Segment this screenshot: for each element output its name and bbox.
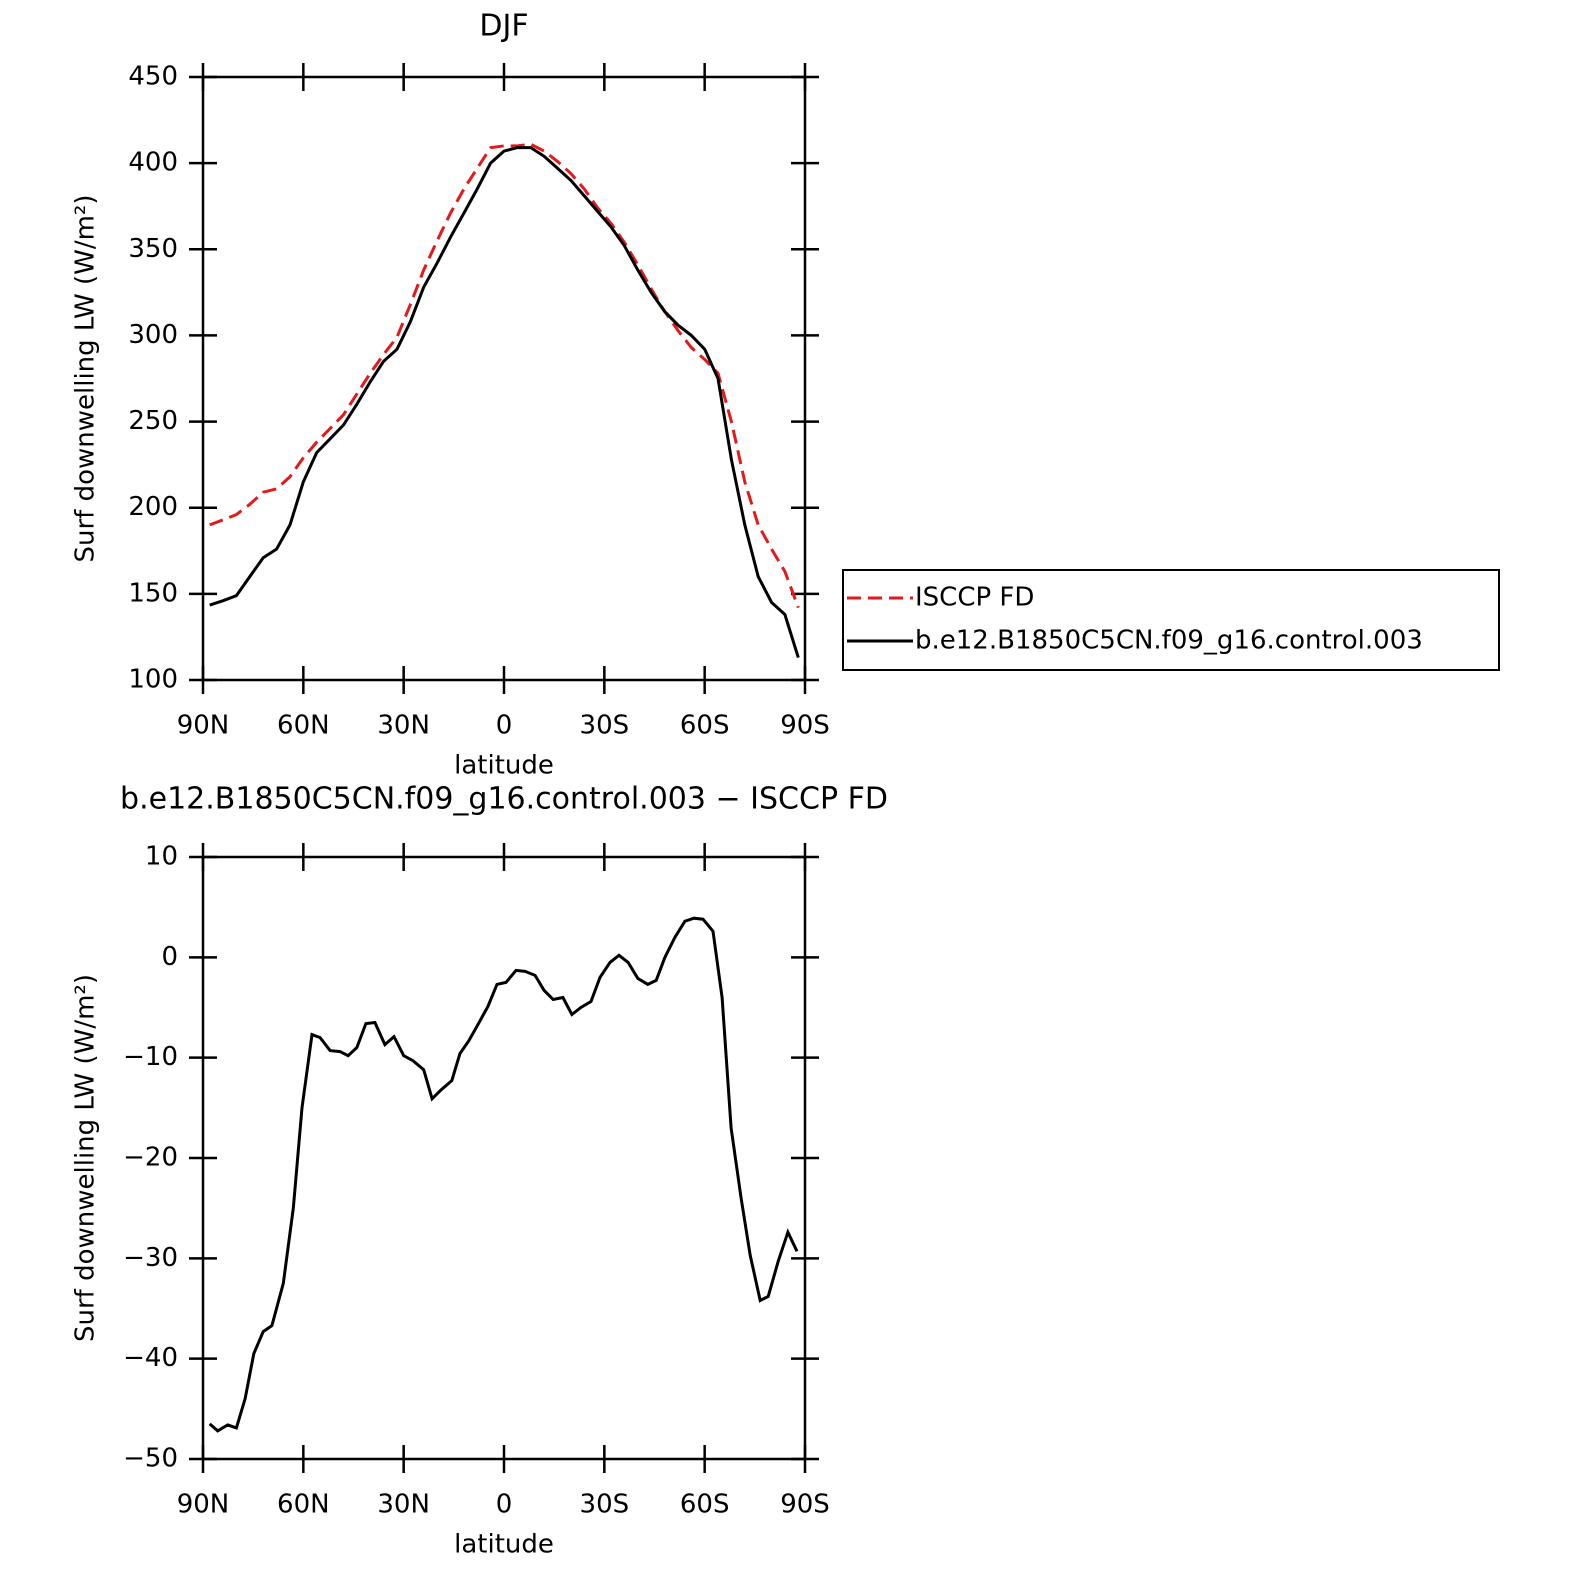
y-tick-label: 150	[128, 578, 178, 608]
series-line	[208, 916, 799, 1433]
y-tick-label: 200	[128, 492, 178, 522]
y-tick-label: 0	[161, 942, 178, 972]
x-axis-label: latitude	[454, 1530, 554, 1560]
x-tick-label: 30S	[580, 1490, 630, 1520]
y-tick-label: 250	[128, 406, 178, 436]
y-tick-label: 350	[128, 234, 178, 264]
series-line	[209, 146, 800, 659]
x-tick-label: 90N	[177, 1490, 230, 1520]
y-tick-label: −20	[123, 1143, 178, 1173]
x-tick-label: 0	[496, 1490, 513, 1520]
legend-label: b.e12.B1850C5CN.f09_g16.control.003	[915, 626, 1423, 656]
y-axis-label: Surf downwelling LW (W/m²)	[71, 195, 101, 563]
y-tick-label: 10	[145, 842, 178, 872]
y-tick-label: −40	[123, 1343, 178, 1373]
x-tick-label: 60S	[680, 711, 730, 741]
x-tick-label: 30S	[580, 711, 630, 741]
y-tick-label: −50	[123, 1444, 178, 1474]
y-tick-label: −10	[123, 1042, 178, 1072]
x-tick-label: 30N	[377, 1490, 430, 1520]
chart-title: b.e12.B1850C5CN.f09_g16.control.003 − IS…	[120, 782, 888, 817]
legend-box	[842, 569, 1500, 671]
chart-title: DJF	[479, 9, 528, 44]
x-axis-label: latitude	[454, 751, 554, 781]
y-axis-label: Surf downwelling LW (W/m²)	[71, 974, 101, 1342]
y-tick-label: 300	[128, 320, 178, 350]
x-tick-label: 60S	[680, 1490, 730, 1520]
y-tick-label: −30	[123, 1243, 178, 1273]
y-tick-label: 450	[128, 62, 178, 92]
x-tick-label: 90N	[177, 711, 230, 741]
x-tick-label: 60N	[277, 711, 330, 741]
plot-frame	[201, 75, 807, 682]
legend-label: ISCCP FD	[915, 583, 1034, 613]
series-line	[209, 142, 800, 609]
x-tick-label: 0	[496, 711, 513, 741]
y-tick-label: 400	[128, 148, 178, 178]
x-tick-label: 90S	[780, 1490, 830, 1520]
x-tick-label: 60N	[277, 1490, 330, 1520]
y-tick-label: 100	[128, 665, 178, 695]
x-tick-label: 30N	[377, 711, 430, 741]
x-tick-label: 90S	[780, 711, 830, 741]
